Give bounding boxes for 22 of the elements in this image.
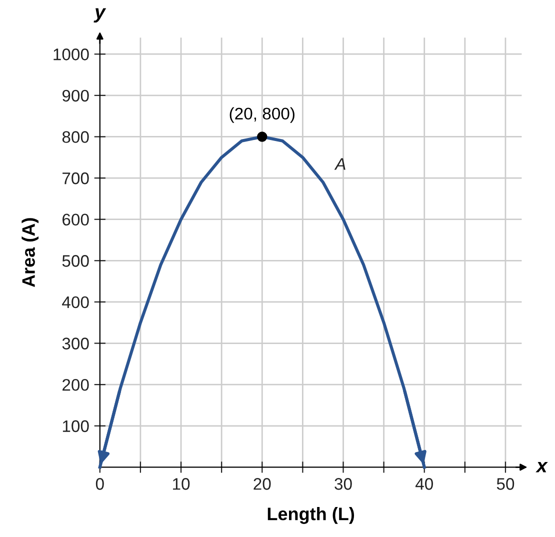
y-tick-label: 200 <box>62 378 89 391</box>
y-tick-label: 1000 <box>54 48 89 60</box>
y-tick-label: 700 <box>62 172 89 184</box>
y-axis-title: Area (A) <box>22 218 39 288</box>
y-tick-label: 800 <box>62 131 89 143</box>
x-tick-label: 20 <box>254 478 271 490</box>
y-tick-label: 100 <box>62 420 89 432</box>
x-tick-label: 50 <box>496 478 514 490</box>
y-tick-label: 300 <box>62 338 89 350</box>
y-tick-label: 600 <box>62 214 89 226</box>
x-tick-label: 0 <box>96 478 104 490</box>
y-tick-label: 500 <box>62 255 89 267</box>
x-tick-label: 10 <box>173 478 190 490</box>
x-axis-title: Length (L) <box>268 507 354 524</box>
y-tick-label: 900 <box>62 90 89 102</box>
x-tick-label: 30 <box>334 478 352 490</box>
x-tick-label: 40 <box>415 478 433 490</box>
text: x <box>536 462 548 472</box>
series-label: A <box>334 158 346 170</box>
y-tick-label: 400 <box>62 296 89 308</box>
annotation: (20, 800) <box>230 107 294 123</box>
text: y <box>94 8 106 23</box>
